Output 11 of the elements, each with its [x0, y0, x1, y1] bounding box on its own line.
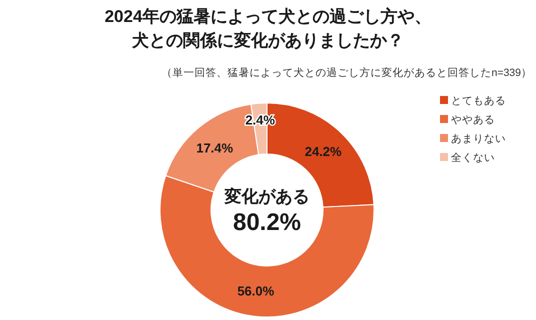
text: 80.2%: [232, 209, 302, 236]
legend-label: 全くない: [451, 152, 495, 164]
legend-label: ややある: [451, 114, 495, 126]
text: 変化がある: [224, 187, 310, 206]
legend-label: とてもある: [451, 95, 506, 107]
legend-label: あまりない: [451, 133, 506, 145]
data-label: 17.4%: [196, 140, 234, 156]
data-label: 56.0%: [237, 284, 275, 299]
data-label: 24.2%: [304, 144, 342, 159]
chart-subtitle: （単一回答、猛暑によって犬との過ごし方に変化があると回答したn=339）: [162, 66, 532, 79]
chart-title: 2024年の猛暑によって犬との過ごし方や、犬との関係に変化がありましたか？: [104, 7, 432, 50]
